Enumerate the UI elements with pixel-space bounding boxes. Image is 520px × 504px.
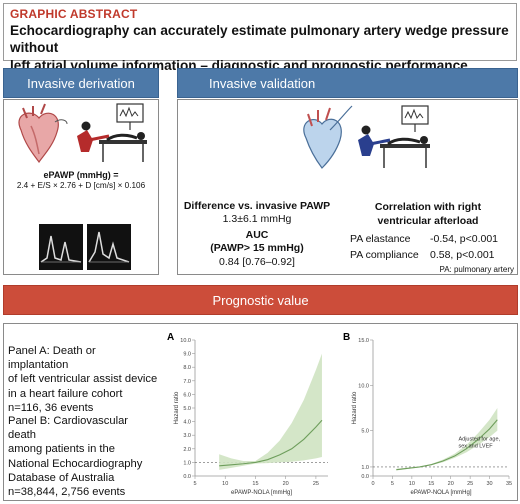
heart-icon (18, 103, 68, 164)
panel-label: A (167, 332, 174, 343)
y-tick-label: 2.0 (183, 447, 191, 453)
heart-catheter-icon (303, 105, 353, 169)
x-tick-label: 20 (283, 481, 289, 487)
correlation-heading-line1: Correlation with right (374, 201, 482, 213)
y-tick-label: 0.0 (361, 474, 369, 480)
pa-elastance-row: PA elastance -0.54, p<0.001 (350, 233, 515, 245)
pa-abbreviation-note: PA: pulmonary artery (439, 265, 514, 274)
correlation-heading-line2: ventricular afterload (377, 215, 479, 227)
graphic-abstract-kicker: GRAPHIC ABSTRACT (10, 7, 138, 21)
validation-illustration (303, 105, 430, 169)
y-tick-label: 15.0 (358, 338, 369, 344)
panel-a-line: n=116, 36 events (8, 401, 94, 414)
y-tick-label: 9.0 (183, 352, 191, 358)
y-tick-label: 5.0 (183, 406, 191, 412)
panel-label: B (343, 332, 350, 343)
y-tick-label: 7.0 (183, 379, 191, 385)
y-tick-label: 6.0 (183, 392, 191, 398)
y-tick-label: 5.0 (361, 429, 369, 435)
pa-elastance-value: -0.54, p<0.001 (430, 233, 499, 245)
panel-a-description: Panel A: Death or implantation of left v… (8, 344, 158, 415)
difference-value: 1.3±6.1 mmHg (222, 213, 292, 225)
formula-body: 2.4 + E/S × 2.76 + D [cm/s] × 0.106 (16, 181, 146, 190)
panel-b-line: National Echocardiography (8, 457, 143, 470)
x-tick-label: 25 (313, 481, 319, 487)
x-tick-label: 5 (193, 481, 196, 487)
y-tick-label: 3.0 (183, 433, 191, 439)
hazard-chart-a: A 0.0 1.0 2.0 3.0 4.0 5.0 6.0 7.0 8.0 9.0 10.0 5 10 15… (167, 332, 328, 496)
confidence-band (219, 353, 322, 470)
invasive-derivation-header: Invasive derivation (3, 68, 159, 98)
prognostic-value-header: Prognostic value (3, 285, 518, 315)
panel-a-line: Panel A: Death or implantation (8, 345, 96, 372)
x-tick-label: 20 (448, 481, 454, 487)
panel-b-line: among patients in the (8, 443, 115, 456)
y-tick-label: 1.0 (183, 460, 191, 466)
formula-title: ePAWP (mmHg) = (43, 170, 119, 180)
y-tick-label: 0.0 (183, 474, 191, 480)
x-axis-label: ePAWP-NOLA [mmHg] (410, 490, 471, 496)
panel-b-description: Panel B: Cardiovascular death among pati… (8, 414, 158, 499)
y-axis-label: Hazard ratio (174, 391, 180, 424)
auc-heading-line2: (PAWP> 15 mmHg) (210, 242, 304, 254)
x-tick-label: 0 (371, 481, 374, 487)
prognostic-panel (3, 323, 518, 501)
y-tick-label: 8.0 (183, 365, 191, 371)
y-tick-label: 10.0 (358, 383, 369, 389)
auc-value: 0.84 [0.76–0.92] (219, 256, 295, 268)
confidence-band (396, 408, 498, 471)
derivation-illustration (18, 103, 147, 164)
abstract-title-line1: Echocardiography can accurately estimate… (10, 23, 509, 55)
panel-b-line: Panel B: Cardiovascular death (8, 415, 129, 442)
y-tick-label: 4.0 (183, 420, 191, 426)
annotation-text: sex and LVEF (458, 444, 493, 450)
pa-elastance-label: PA elastance (350, 233, 411, 245)
auc-heading: AUC (PAWP> 15 mmHg) (182, 229, 332, 255)
pa-compliance-row: PA compliance 0.58, p<0.001 (350, 249, 515, 261)
correlation-heading: Correlation with right ventricular after… (342, 200, 514, 228)
catheter-patient-icon (358, 105, 430, 168)
panel-a-line: of left ventricular assist device (8, 373, 158, 386)
x-tick-label: 15 (428, 481, 434, 487)
doppler-images (39, 224, 131, 270)
hazard-chart-b: B 0.0 1.0 5.0 10.0 15.0 0 5 10 15 20 25 30 35 ePAWP-NO… (343, 332, 512, 496)
invasive-validation-header: Invasive validation (177, 68, 518, 98)
panel-b-line: n=38,844, 2,756 events (8, 486, 126, 499)
y-tick-label: 1.0 (361, 465, 369, 471)
pa-compliance-value: 0.58, p<0.001 (430, 249, 495, 261)
annotation-text: Adjusted for age, (458, 437, 500, 443)
x-tick-label: 35 (506, 481, 512, 487)
pa-compliance-label: PA compliance (350, 249, 419, 261)
x-tick-label: 10 (222, 481, 228, 487)
x-axis-label: ePAWP-NOLA [mmHg] (231, 490, 292, 496)
x-tick-label: 10 (409, 481, 415, 487)
title-box: GRAPHIC ABSTRACT Echocardiography can ac… (3, 3, 517, 73)
hazard-curve (396, 419, 498, 471)
y-axis-label: Hazard ratio (352, 391, 358, 424)
hazard-curve (219, 419, 323, 467)
auc-heading-line1: AUC (245, 229, 269, 241)
difference-heading: Difference vs. invasive PAWP (183, 200, 331, 212)
x-tick-label: 30 (487, 481, 493, 487)
y-tick-label: 10.0 (180, 338, 191, 344)
echo-patient-icon (77, 103, 147, 162)
x-tick-label: 15 (252, 481, 258, 487)
x-tick-label: 25 (467, 481, 473, 487)
panel-b-line: Database of Australia (8, 471, 115, 484)
x-tick-label: 5 (391, 481, 394, 487)
panel-a-line: in a heart failure cohort (8, 387, 123, 400)
validation-panel (177, 99, 518, 275)
